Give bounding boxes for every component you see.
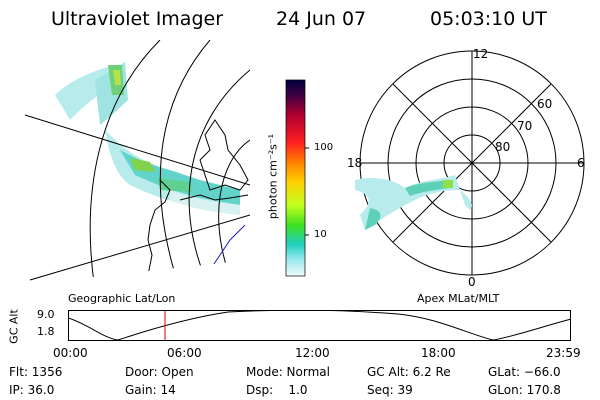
geo-panel-label: Geographic Lat/Lon xyxy=(68,292,176,305)
door-status: Door: Open xyxy=(125,365,194,379)
gain-value: Gain: 14 xyxy=(125,383,176,397)
altitude-axis-label: GC Alt xyxy=(7,309,21,344)
geographic-latitude: GLat: −66.0 xyxy=(488,365,561,379)
colorbar: 100 10 photon cm⁻²s⁻¹ xyxy=(263,60,333,295)
polar-panel-label: Apex MLat/MLT xyxy=(417,292,500,305)
geographic-map xyxy=(24,40,250,285)
sequence-number: Seq: 39 xyxy=(367,383,413,397)
time-tick-2359: 23:59 xyxy=(546,346,581,360)
altitude-plot: GC Alt 9.0 1.8 00:00 06:00 12:00 18:00 2… xyxy=(0,300,600,360)
altitude-trace-plot xyxy=(68,310,572,341)
altitude-trace xyxy=(68,310,572,341)
colorbar-tick-100: 100 xyxy=(314,142,334,153)
mode-value: Mode: Normal xyxy=(246,365,330,379)
app-title: Ultraviolet Imager xyxy=(51,8,224,30)
aurora-emission-geo xyxy=(55,62,240,215)
geographic-longitude: GLon: 170.8 xyxy=(488,383,561,397)
aurora-emission-polar xyxy=(355,175,472,230)
coastline xyxy=(147,119,249,285)
dsp-value: Dsp: 1.0 xyxy=(246,383,308,397)
gc-altitude: GC Alt: 6.2 Re xyxy=(367,365,451,379)
status-info: Flt: 1356 IP: 36.0 Door: Open Gain: 14 M… xyxy=(0,362,600,400)
time-tick-0600: 06:00 xyxy=(167,346,202,360)
polar-plot xyxy=(355,50,585,276)
altitude-tick-1-8: 1.8 xyxy=(37,325,55,338)
mlt-12-label: 12 xyxy=(473,47,489,61)
time-tick-0000: 00:00 xyxy=(53,346,88,360)
coastline-blue xyxy=(199,224,246,285)
time-tick-1200: 12:00 xyxy=(295,346,330,360)
geographic-map-panel: Geographic Lat/Lon xyxy=(0,40,260,305)
colorbar-unit-label: photon cm⁻²s⁻¹ xyxy=(266,133,280,220)
lat-lon-grid xyxy=(24,40,250,285)
altitude-tick-9: 9.0 xyxy=(37,308,55,321)
time-tick-1800: 18:00 xyxy=(421,346,456,360)
flight-number: Flt: 1356 xyxy=(9,365,63,379)
ip-value: IP: 36.0 xyxy=(9,383,55,397)
mlat-70-label: 70 xyxy=(517,119,533,133)
mlt-6-label: 6 xyxy=(577,156,585,170)
polar-plot-panel: 12 18 6 0 60 70 80 Apex MLat/MLT xyxy=(325,40,600,305)
mlt-18-label: 18 xyxy=(347,156,363,170)
colorbar-tick-10: 10 xyxy=(314,229,327,240)
polar-grid xyxy=(359,50,585,276)
title-row: Ultraviolet Imager 24 Jun 07 05:03:10 UT xyxy=(0,0,600,40)
mlt-0-label: 0 xyxy=(468,275,476,289)
mlat-60-label: 60 xyxy=(537,97,553,111)
image-time: 05:03:10 UT xyxy=(430,8,547,30)
image-date: 24 Jun 07 xyxy=(276,8,367,30)
colorbar-graphic xyxy=(285,79,309,277)
mlat-80-label: 80 xyxy=(495,140,511,154)
